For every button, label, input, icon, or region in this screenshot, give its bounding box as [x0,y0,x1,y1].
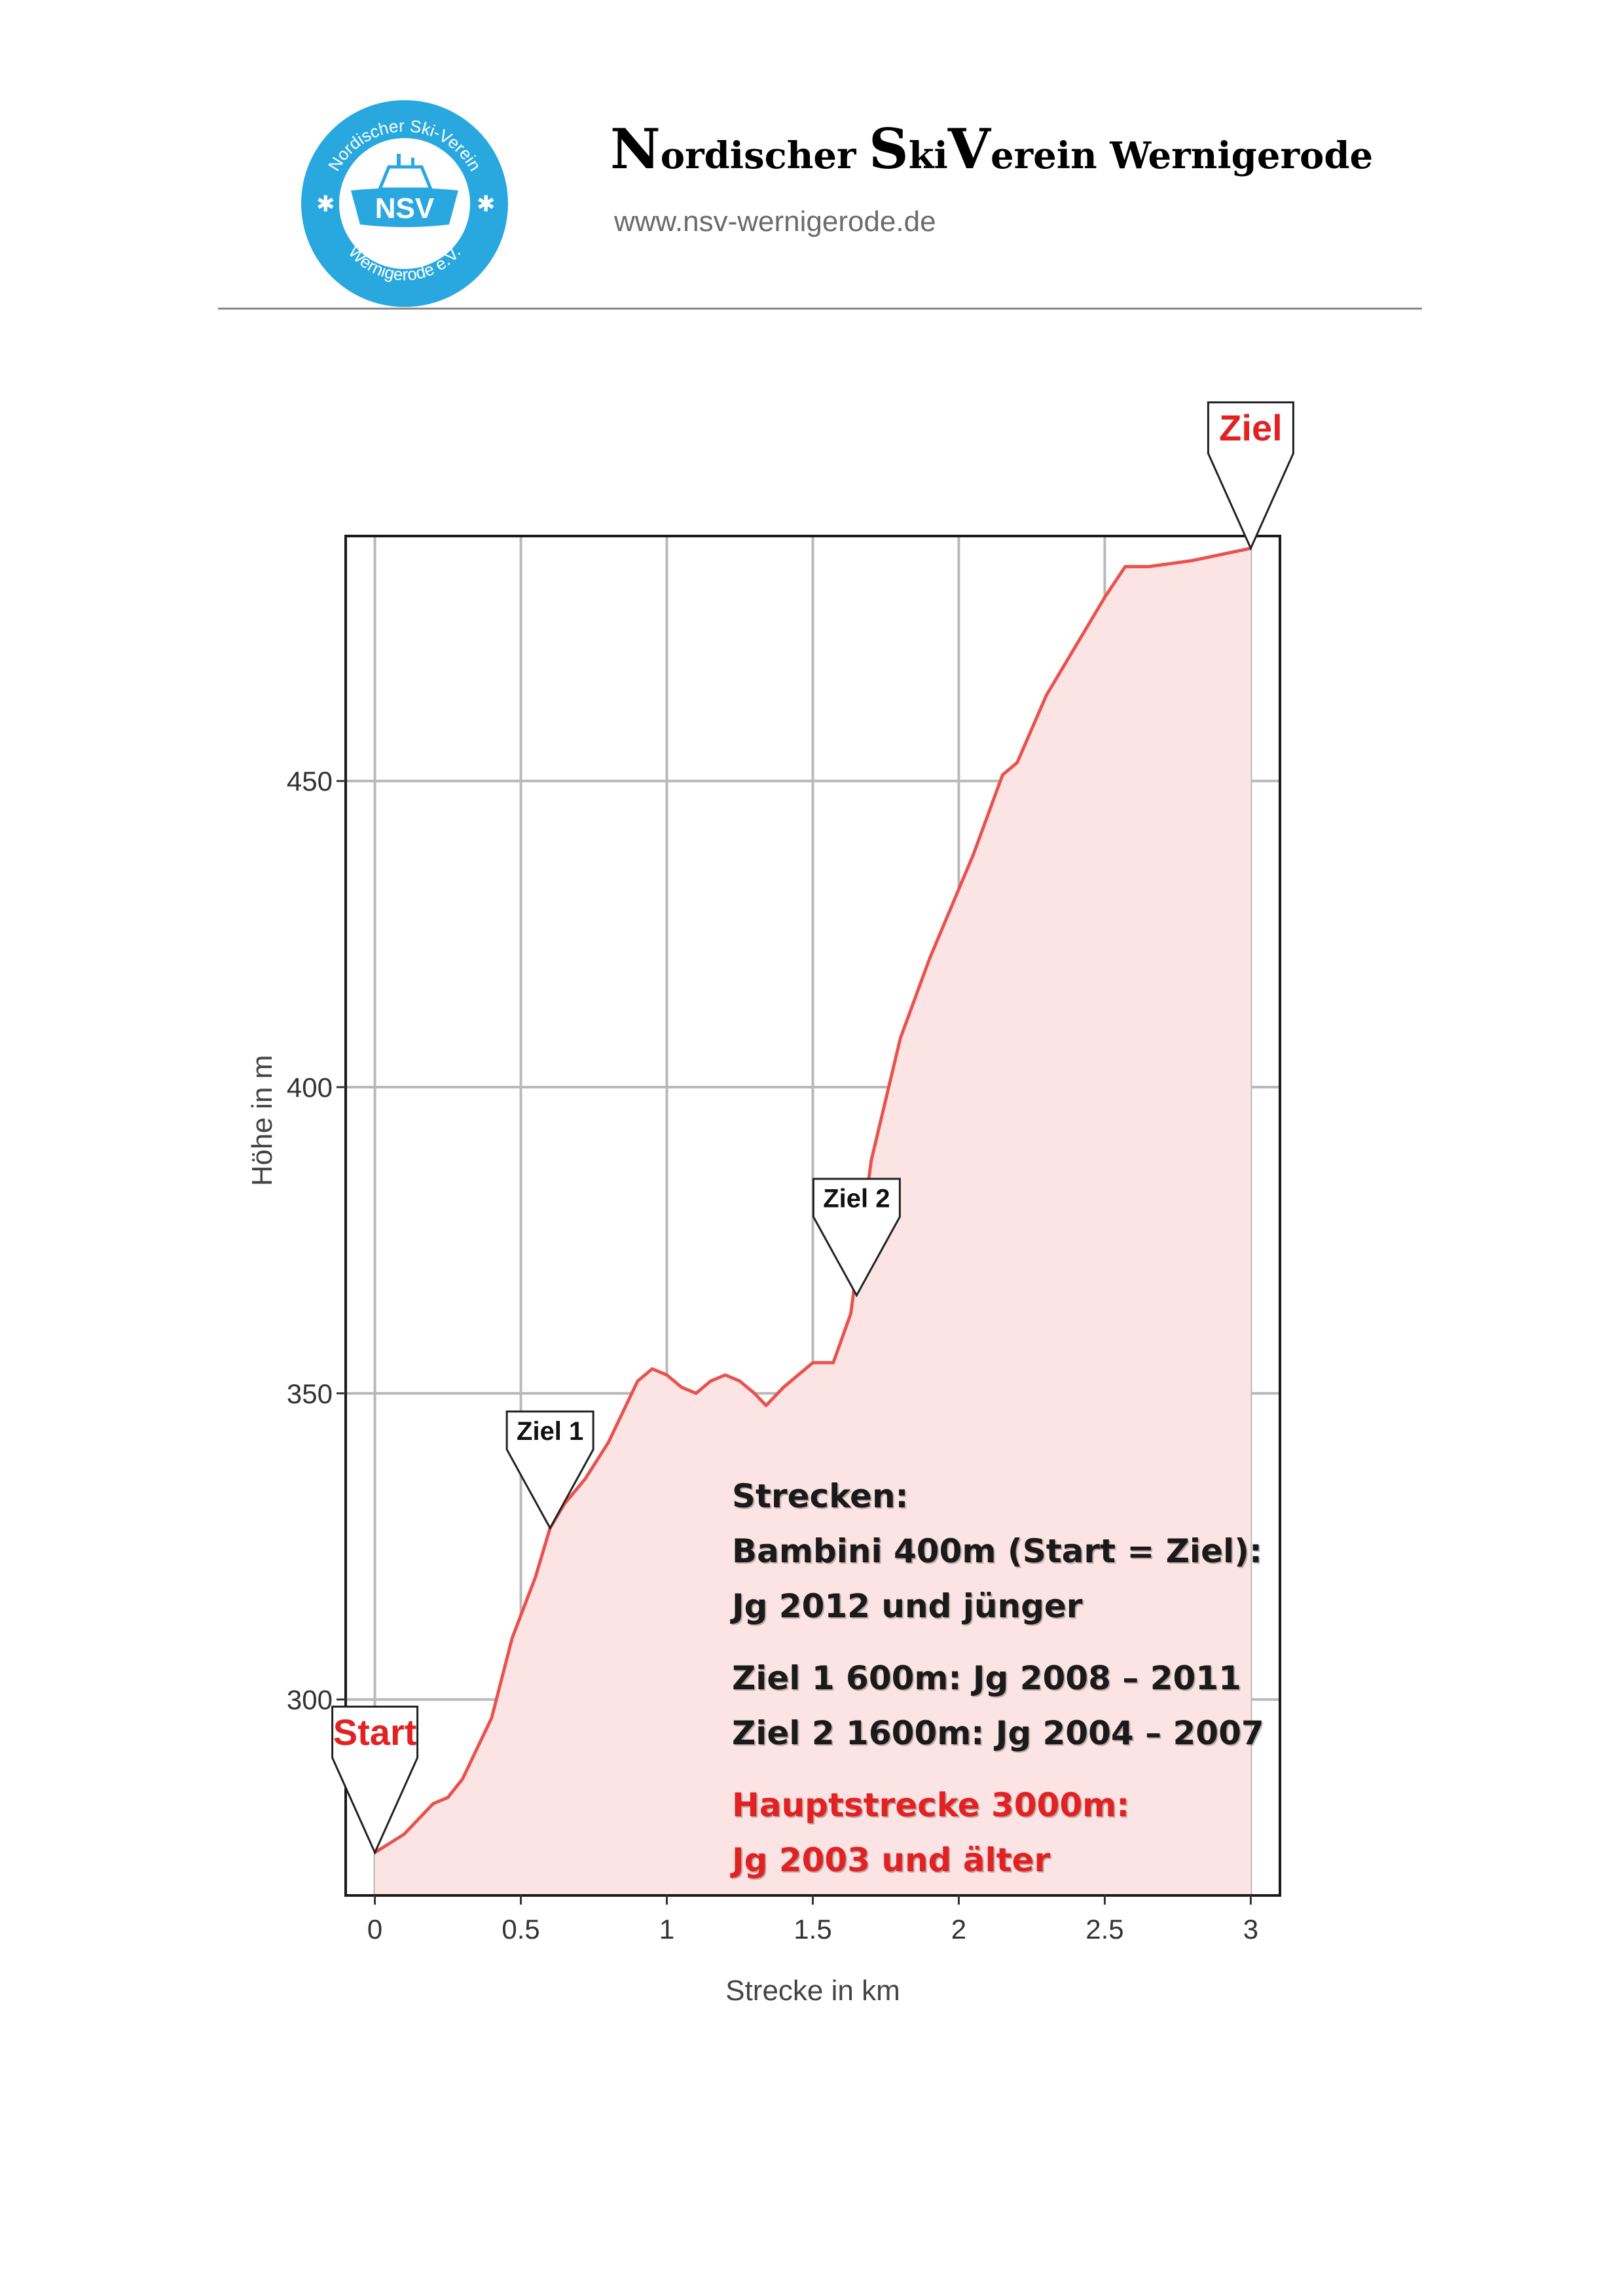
marker-flag [331,1706,419,1856]
marker-flag [1207,401,1294,551]
snowflake-icon: ✱ [477,192,496,217]
y-axis-ticks: 300 350 400 450 [287,766,346,1715]
marker-start: Start [331,1706,419,1856]
x-axis-label: Strecke in km [725,1975,900,2007]
header-divider [218,308,1422,310]
y-tick-label: 300 [287,1685,333,1715]
info-bambini-line: Bambini 400m (Start = Ziel): [732,1532,1262,1570]
info-ziel1-line: Ziel 1 600m: Jg 2008 – 2011 [732,1659,1241,1697]
marker-label: Ziel [1219,407,1282,448]
club-name-cap-2: S [869,117,909,181]
x-tick-label: 1.5 [793,1914,831,1945]
x-tick-label: 0.5 [501,1914,539,1945]
club-name: Nordischer SkiVerein Wernigerode [610,117,1373,181]
club-name-rest-2: ki [908,134,948,177]
marker-ziel-1: Ziel 1 [505,1410,594,1530]
elevation-line [374,547,1251,1854]
club-name-cap-1: N [610,117,661,181]
marker-ziel-2: Ziel 2 [812,1177,901,1298]
course-markers: Start Ziel 1 Ziel 2 Ziel [331,401,1294,1856]
marker-flag [505,1410,594,1530]
snowflake-icon: ✱ [316,192,335,217]
info-ziel2-line: Ziel 2 1600m: Jg 2004 – 2007 [732,1714,1264,1752]
x-tick-label: 3 [1243,1914,1258,1945]
x-tick-label: 2.5 [1085,1914,1123,1945]
info-main-years: Jg 2003 und älter [732,1841,1051,1879]
club-name-rest-3: erein Wernigerode [990,134,1374,177]
x-tick-label: 0 [367,1914,382,1945]
marker-label: Start [333,1712,417,1753]
x-axis-ticks: 0 0.5 1 1.5 2 2.5 3 [367,1895,1258,1945]
x-tick-label: 1 [659,1914,674,1945]
y-axis-label: Höhe in m [246,1055,278,1187]
club-logo: Nordischer Ski-Verein Wernigerode e.V. ✱… [301,100,508,307]
info-bambini-years: Jg 2012 und jünger [732,1587,1083,1625]
marker-label: Ziel 1 [517,1417,583,1446]
marker-flag [812,1177,901,1298]
y-tick-label: 350 [287,1378,333,1409]
marker-label: Ziel 2 [823,1185,890,1213]
club-name-cap-3: V [947,117,991,181]
course-info: Strecken: Bambini 400m (Start = Ziel): J… [732,1469,1264,1888]
club-website-url[interactable]: www.nsv-wernigerode.de [614,206,936,238]
info-heading: Strecken: [732,1477,909,1515]
logo-badge: NSV [375,192,435,224]
marker-ziel: Ziel [1207,401,1294,551]
info-main-line: Hauptstrecke 3000m: [732,1786,1130,1824]
y-tick-label: 400 [287,1072,333,1103]
y-tick-label: 450 [287,766,333,797]
elevation-area [374,548,1251,1896]
x-tick-label: 2 [951,1914,966,1945]
club-name-rest-1: ordischer [660,134,869,177]
